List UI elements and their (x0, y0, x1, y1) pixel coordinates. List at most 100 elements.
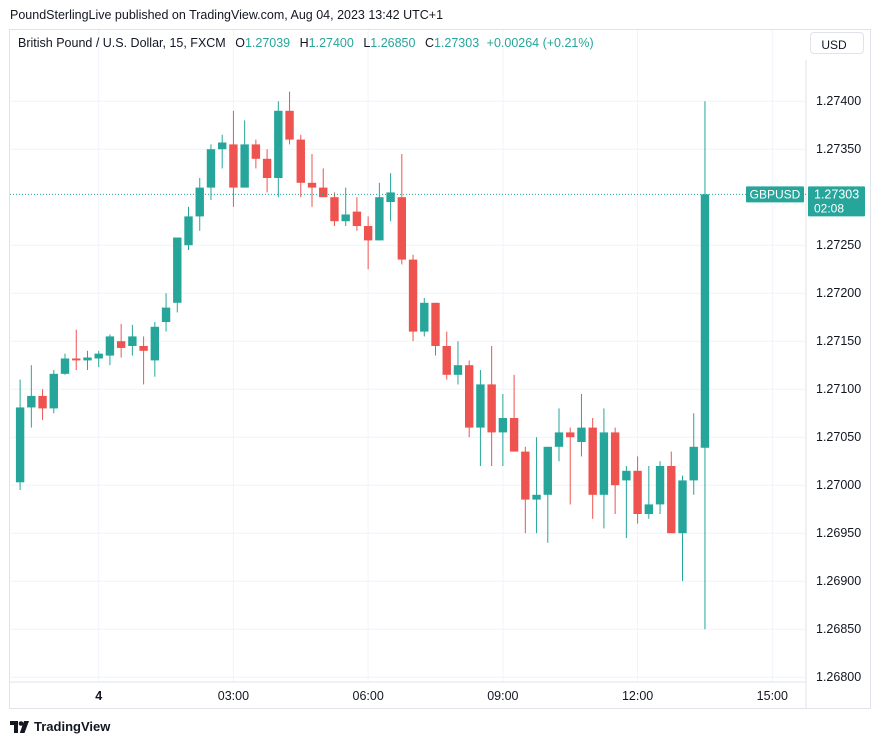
candle (554, 408, 564, 462)
candle-body (397, 197, 407, 260)
candle-body (476, 384, 485, 428)
candle (363, 216, 373, 270)
candle (566, 427, 575, 505)
candle-body (27, 395, 36, 408)
candle (599, 408, 609, 529)
candle-body (330, 197, 339, 222)
candle (375, 182, 384, 241)
candle (49, 370, 58, 414)
candle-body (487, 384, 496, 433)
candle (622, 466, 631, 538)
candle (678, 475, 687, 582)
candle-body (453, 365, 463, 375)
candle (285, 91, 294, 145)
candle (442, 331, 451, 380)
last-price-symbol-tag (746, 186, 804, 203)
legend-low-label: L (363, 36, 371, 50)
candle-body (689, 446, 698, 481)
candle-body (116, 341, 126, 348)
candle-body (319, 187, 328, 198)
candle (206, 144, 216, 201)
y-tick-label: 1.27350 (816, 142, 861, 156)
y-tick-label: 1.27250 (816, 238, 861, 252)
tradingview-logo-text: TradingView (34, 719, 111, 734)
candle (577, 394, 586, 457)
candle-body (105, 336, 115, 356)
candle (128, 324, 137, 356)
candle-body (554, 432, 564, 447)
y-tick-label: 1.27050 (816, 430, 861, 444)
currency-button[interactable]: USD (810, 32, 864, 54)
candle-body (431, 302, 440, 346)
candle (532, 437, 541, 534)
candle-body (532, 494, 541, 500)
candle-body (566, 432, 575, 438)
candle-body (72, 358, 81, 361)
candle (487, 346, 496, 466)
candle (251, 139, 261, 169)
candle (420, 298, 429, 337)
candle (610, 427, 620, 514)
chart-legend: British Pound / U.S. Dollar, 15, FXCM O1… (18, 36, 594, 50)
candle (296, 134, 305, 198)
candle (139, 336, 148, 385)
candle (262, 149, 272, 193)
y-tick-label: 1.26900 (816, 574, 861, 588)
candle-body (341, 214, 350, 222)
candle-body (543, 446, 552, 495)
candles-layer (15, 91, 710, 630)
candle (38, 389, 47, 420)
x-tick-label: 15:00 (757, 689, 788, 703)
publish-line: PoundSterlingLive published on TradingVi… (10, 8, 444, 22)
candle (498, 394, 508, 466)
candle (453, 341, 463, 385)
candle (689, 413, 698, 495)
candle-body (296, 139, 305, 183)
candle-body (307, 182, 317, 188)
y-tick-label: 1.27200 (816, 286, 861, 300)
candle-body (229, 144, 238, 188)
legend-close-value: 1.27303 (433, 36, 480, 50)
candle (330, 192, 339, 226)
candle (217, 134, 227, 169)
candle-body (599, 432, 609, 495)
candle-body (386, 192, 395, 202)
legend-open-value: 1.27039 (244, 36, 291, 50)
candle (240, 120, 249, 188)
candle-body (206, 149, 216, 188)
candle-body (610, 432, 620, 486)
candle-body (577, 427, 586, 442)
candle (72, 329, 81, 370)
candle (60, 353, 70, 375)
last-price-value: 1.27303 (814, 187, 859, 201)
candle-body (184, 216, 193, 246)
candle-body (173, 237, 182, 303)
candle (15, 379, 25, 490)
x-tick-label: 03:00 (218, 689, 249, 703)
candle-body (352, 211, 362, 226)
candle (397, 154, 407, 265)
candle (464, 360, 474, 438)
candle (229, 110, 238, 207)
candle (352, 197, 362, 231)
candle (431, 302, 440, 356)
candle-body (633, 470, 642, 514)
candle-body (195, 187, 204, 217)
candle (521, 446, 530, 534)
y-tick-label: 1.27000 (816, 478, 861, 492)
legend-low-value: 1.26850 (370, 36, 416, 50)
candle-body (128, 336, 137, 346)
y-tick-label: 1.26800 (816, 670, 861, 684)
candle (476, 370, 485, 466)
chart-frame (9, 29, 871, 709)
candle (700, 101, 710, 630)
candle (195, 178, 204, 231)
legend-symbol: British Pound / U.S. Dollar, 15, FXCM (18, 36, 226, 50)
candle-body (521, 451, 530, 500)
tradingview-logo[interactable]: TradingView (10, 719, 110, 734)
candle-body (644, 504, 654, 514)
last-price-tag (808, 186, 865, 217)
candle-body (408, 259, 418, 332)
candle-body (217, 142, 227, 150)
